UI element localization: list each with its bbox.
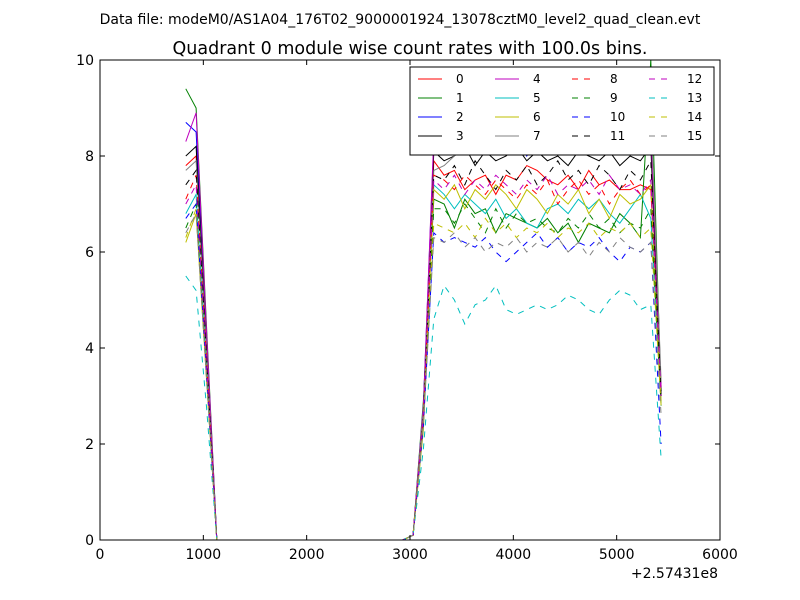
chart-title: Quadrant 0 module wise count rates with … (173, 39, 648, 59)
legend-label-12: 12 (687, 72, 702, 86)
legend-label-10: 10 (610, 110, 625, 124)
y-tick-label: 2 (85, 437, 94, 453)
legend-label-8: 8 (610, 72, 618, 86)
legend-label-3: 3 (456, 129, 464, 143)
y-tick-label: 6 (85, 245, 94, 261)
x-tick-label: 4000 (496, 547, 532, 563)
legend-label-13: 13 (687, 91, 702, 105)
legend-label-5: 5 (533, 91, 541, 105)
x-tick-label: 6000 (702, 547, 738, 563)
y-tick-label: 8 (85, 149, 94, 165)
legend-label-15: 15 (687, 129, 702, 143)
x-tick-label: 5000 (599, 547, 635, 563)
legend-label-6: 6 (533, 110, 541, 124)
series-line-10 (185, 202, 662, 541)
x-tick-label: 3000 (392, 547, 428, 563)
y-tick-label: 4 (85, 341, 94, 357)
x-tick-label: 0 (96, 547, 105, 563)
series-line-8 (185, 174, 662, 541)
legend-label-7: 7 (533, 129, 541, 143)
legend-label-11: 11 (610, 129, 625, 143)
legend-label-14: 14 (687, 110, 702, 124)
legend-box (409, 66, 715, 156)
y-tick-label: 0 (85, 533, 94, 549)
data-file-header: Data file: modeM0/AS1A04_176T02_90000019… (100, 12, 701, 28)
legend-label-9: 9 (610, 91, 618, 105)
x-offset-label: +2.57431e8 (631, 566, 718, 582)
x-tick-label: 2000 (289, 547, 325, 563)
legend-label-2: 2 (456, 110, 464, 124)
legend-label-1: 1 (456, 91, 464, 105)
x-tick-label: 1000 (186, 547, 222, 563)
y-tick-label: 10 (76, 53, 94, 69)
legend-label-4: 4 (533, 72, 541, 86)
legend-label-0: 0 (456, 72, 464, 86)
